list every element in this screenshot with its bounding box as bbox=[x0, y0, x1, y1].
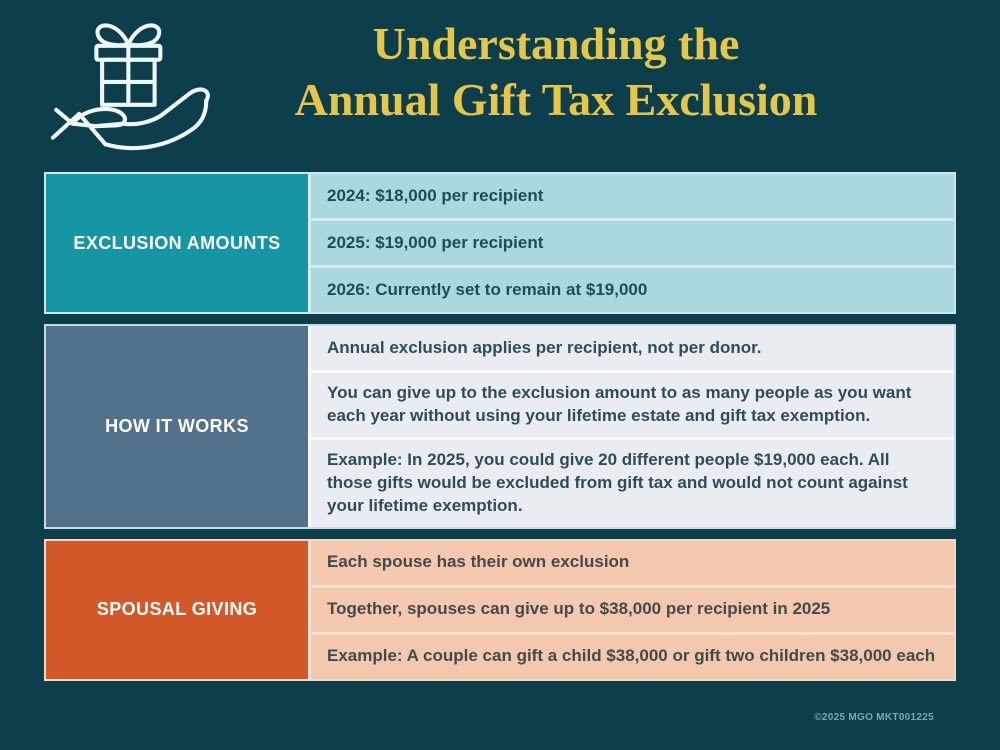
section-spousal-giving-header: SPOUSAL GIVING bbox=[46, 540, 308, 679]
row-text: Annual exclusion applies per recipient, … bbox=[327, 337, 762, 357]
section-how-it-works: HOW IT WORKS Annual exclusion applies pe… bbox=[44, 324, 956, 529]
table-row: 2026: Currently set to remain at $19,000 bbox=[311, 268, 954, 312]
section-label: EXCLUSION AMOUNTS bbox=[73, 232, 281, 253]
section-exclusion-amounts-header: EXCLUSION AMOUNTS bbox=[46, 174, 308, 312]
row-text: Example: In 2025, you could give 20 diff… bbox=[327, 449, 908, 515]
table-row: Example: A couple can gift a child $38,0… bbox=[311, 634, 954, 679]
section-how-it-works-header: HOW IT WORKS bbox=[46, 326, 308, 527]
row-text: 2026: Currently set to remain at $19,000 bbox=[327, 279, 648, 299]
page-title: Understanding the Annual Gift Tax Exclus… bbox=[112, 16, 1000, 128]
row-text: You can give up to the exclusion amount … bbox=[327, 383, 912, 425]
row-text: Together, spouses can give up to $38,000… bbox=[327, 599, 831, 619]
section-spousal-giving: SPOUSAL GIVING Each spouse has their own… bbox=[44, 538, 956, 681]
section-label: HOW IT WORKS bbox=[105, 415, 249, 436]
table-row: Together, spouses can give up to $38,000… bbox=[311, 587, 954, 632]
row-text: 2024: $18,000 per recipient bbox=[327, 185, 544, 205]
row-text: Each spouse has their own exclusion bbox=[327, 552, 630, 572]
table-row: Example: In 2025, you could give 20 diff… bbox=[311, 439, 954, 527]
copyright-text: ©2025 MGO MKT001225 bbox=[814, 712, 934, 723]
row-text: 2025: $19,000 per recipient bbox=[327, 232, 544, 252]
table-row: Annual exclusion applies per recipient, … bbox=[311, 326, 954, 370]
section-exclusion-amounts-rows: 2024: $18,000 per recipient 2025: $19,00… bbox=[311, 174, 954, 312]
row-text: Example: A couple can gift a child $38,0… bbox=[327, 646, 936, 666]
sections-container: EXCLUSION AMOUNTS 2024: $18,000 per reci… bbox=[44, 172, 956, 681]
gift-in-hand-icon bbox=[48, 8, 212, 164]
table-row: 2025: $19,000 per recipient bbox=[311, 221, 954, 265]
table-row: You can give up to the exclusion amount … bbox=[311, 373, 954, 437]
page-title-line2: Annual Gift Tax Exclusion bbox=[294, 74, 818, 126]
section-label: SPOUSAL GIVING bbox=[96, 599, 258, 620]
table-row: Each spouse has their own exclusion bbox=[311, 540, 954, 585]
table-row: 2024: $18,000 per recipient bbox=[311, 174, 954, 218]
page-header: Understanding the Annual Gift Tax Exclus… bbox=[0, 0, 1000, 172]
section-how-it-works-rows: Annual exclusion applies per recipient, … bbox=[311, 326, 954, 527]
section-exclusion-amounts: EXCLUSION AMOUNTS 2024: $18,000 per reci… bbox=[44, 172, 956, 314]
section-spousal-giving-rows: Each spouse has their own exclusion Toge… bbox=[311, 540, 954, 679]
page-title-line1: Understanding the bbox=[372, 18, 740, 69]
